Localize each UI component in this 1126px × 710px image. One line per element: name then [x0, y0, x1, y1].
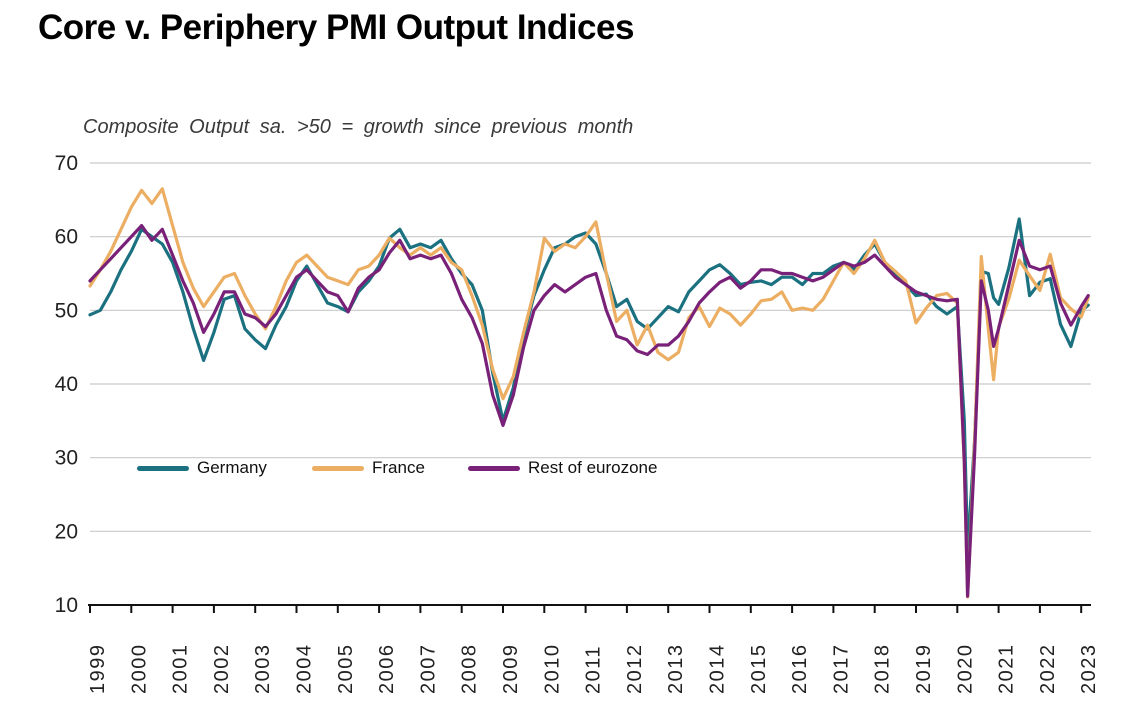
legend-item-germany: Germany: [137, 458, 267, 478]
x-tick-label-2011: 2011: [583, 645, 605, 694]
legend-item-rest-of-eurozone: Rest of eurozone: [468, 458, 657, 478]
x-tick-label-2022: 2022: [1037, 644, 1059, 695]
x-tick-label-2019: 2019: [913, 644, 935, 695]
y-tick-label-70: 70: [55, 152, 78, 175]
legend-label-germany: Germany: [197, 458, 267, 477]
germany-line-swatch-icon: [137, 465, 189, 471]
x-tick-label-2010: 2010: [541, 644, 563, 695]
x-tick-label-2006: 2006: [376, 644, 398, 695]
x-tick-label-2003: 2003: [252, 644, 274, 695]
y-tick-label-10: 10: [55, 594, 78, 617]
x-tick-label-2002: 2002: [211, 644, 233, 695]
x-tick-label-2017: 2017: [830, 644, 852, 695]
series-line-germany: [88, 217, 1090, 553]
x-tick-label-2007: 2007: [417, 644, 439, 695]
x-tick-label-2005: 2005: [335, 644, 357, 695]
y-tick-label-50: 50: [55, 299, 78, 322]
x-tick-label-2018: 2018: [872, 644, 894, 695]
x-tick-label-2001: 2001: [170, 644, 192, 695]
x-tick-label-2012: 2012: [624, 644, 646, 695]
y-tick-label-30: 30: [55, 447, 78, 470]
y-tick-label-60: 60: [55, 226, 78, 249]
x-tick-label-2013: 2013: [665, 644, 687, 695]
series-line-rest-of-eurozone: [88, 224, 1090, 598]
y-tick-label-40: 40: [55, 373, 78, 396]
x-tick-label-1999: 1999: [87, 644, 109, 695]
x-tick-label-2020: 2020: [954, 644, 976, 695]
chart-title: Core v. Periphery PMI Output Indices: [38, 8, 634, 47]
y-tick-label-20: 20: [55, 520, 78, 543]
legend-item-france: France: [312, 458, 425, 478]
legend-label-france: France: [372, 458, 425, 477]
chart-subtitle: Composite Output sa. >50 = growth since …: [83, 116, 634, 138]
x-tick-label-2023: 2023: [1078, 644, 1100, 695]
france-line-swatch-icon: [312, 465, 364, 471]
series-line-france: [88, 187, 1090, 599]
x-tick-label-2000: 2000: [128, 644, 150, 695]
x-tick-label-2021: 2021: [996, 644, 1018, 695]
legend-label-rest-of-eurozone: Rest of eurozone: [528, 458, 658, 477]
x-tick-label-2014: 2014: [707, 644, 729, 695]
x-tick-label-2009: 2009: [500, 644, 522, 695]
rest-of-eurozone-line-swatch-icon: [468, 465, 520, 471]
x-tick-label-2008: 2008: [459, 644, 481, 695]
x-tick-label-2015: 2015: [748, 644, 770, 695]
x-tick-label-2016: 2016: [789, 644, 811, 695]
x-tick-label-2004: 2004: [294, 644, 316, 695]
